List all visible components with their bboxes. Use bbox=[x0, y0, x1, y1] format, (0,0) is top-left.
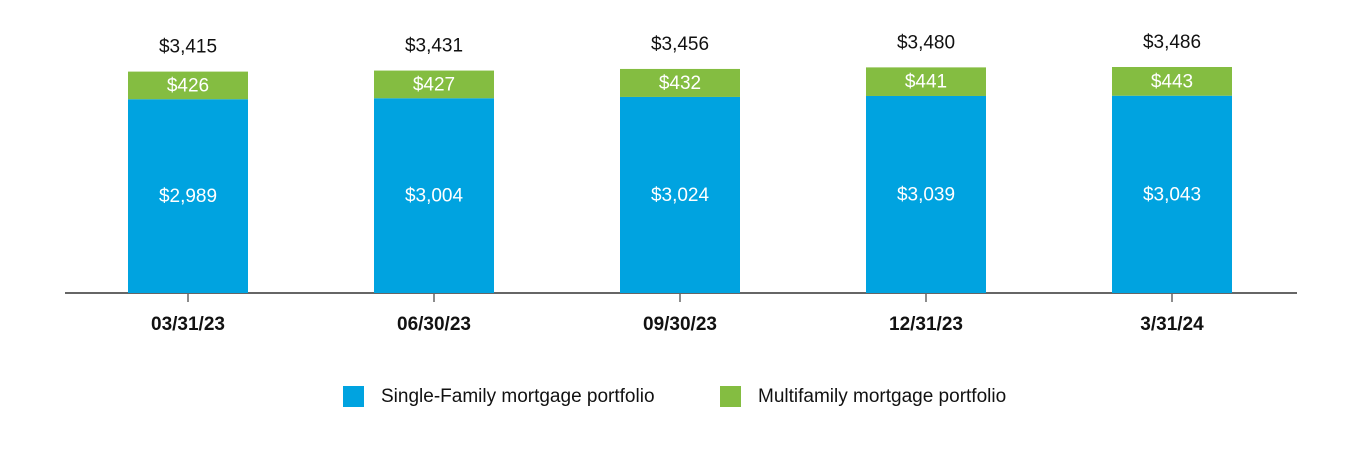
total-label: $3,480 bbox=[897, 32, 955, 53]
value-label: $2,989 bbox=[159, 186, 217, 207]
legend-label: Multifamily mortgage portfolio bbox=[758, 386, 1006, 407]
value-label: $3,024 bbox=[651, 185, 710, 206]
total-label: $3,415 bbox=[159, 37, 217, 58]
bar-segment bbox=[866, 95, 986, 294]
value-label: $3,004 bbox=[405, 186, 464, 207]
bar-segment bbox=[128, 99, 248, 293]
bar-segment bbox=[374, 98, 494, 294]
x-tick-label: 06/30/23 bbox=[397, 314, 471, 335]
value-label: $426 bbox=[167, 75, 209, 96]
x-tick-label: 09/30/23 bbox=[643, 314, 717, 335]
bar-segment bbox=[620, 68, 740, 97]
bar-segment bbox=[1112, 67, 1232, 96]
value-label: $3,039 bbox=[897, 185, 955, 206]
bar-segment bbox=[1112, 95, 1232, 293]
legend-swatch bbox=[720, 386, 741, 407]
x-tick-label: 3/31/24 bbox=[1140, 314, 1204, 335]
x-tick-label: 12/31/23 bbox=[889, 314, 963, 335]
x-tick-label: 03/31/23 bbox=[151, 314, 225, 335]
legend-label: Single-Family mortgage portfolio bbox=[381, 386, 655, 407]
value-label: $441 bbox=[905, 72, 947, 93]
bar-segment bbox=[620, 96, 740, 293]
legend-swatch bbox=[343, 386, 364, 407]
value-label: $443 bbox=[1151, 71, 1193, 92]
bar-segment bbox=[128, 71, 248, 100]
total-label: $3,456 bbox=[651, 34, 709, 55]
total-label: $3,431 bbox=[405, 36, 463, 57]
bar-segment bbox=[374, 70, 494, 99]
value-label: $427 bbox=[413, 74, 455, 95]
total-label: $3,486 bbox=[1143, 32, 1201, 53]
value-label: $432 bbox=[659, 73, 701, 94]
value-label: $3,043 bbox=[1143, 184, 1201, 205]
bar-segment bbox=[866, 67, 986, 96]
